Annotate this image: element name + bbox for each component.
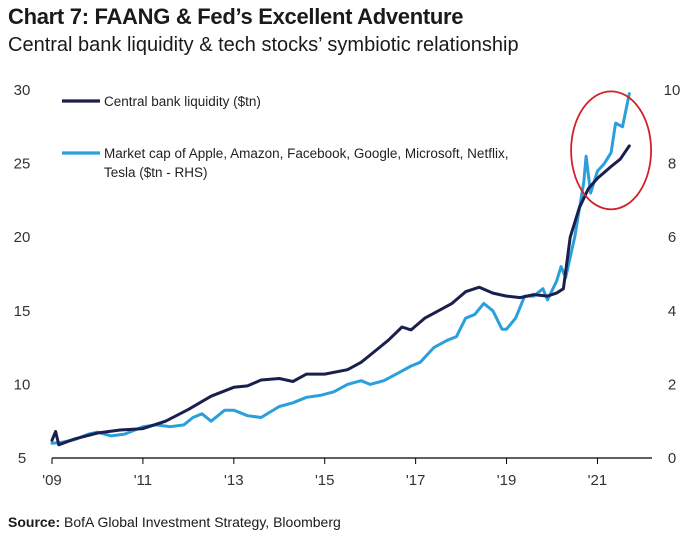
y-right-tick-label: 8	[668, 156, 676, 173]
y-left-tick-label: 15	[14, 303, 31, 320]
x-tick-label: '17	[406, 472, 426, 489]
source-note: Source: BofA Global Investment Strategy,…	[8, 514, 341, 530]
series-layer	[50, 90, 652, 447]
x-tick-label: '13	[224, 472, 244, 489]
y-right-tick-label: 4	[668, 303, 676, 320]
y-right-tick-label: 2	[668, 376, 676, 393]
chart-axes: '09 '11 '13 '15 '17 '19 '21 5 10 15 20 25 30 0 2 4 6 8 10	[14, 82, 681, 489]
legend-label-market-cap-line1: Market cap of Apple, Amazon, Facebook, G…	[104, 146, 508, 161]
y-right-tick-label: 0	[668, 450, 676, 467]
y-left-tick-label: 5	[18, 450, 26, 467]
x-tick-label: '11	[134, 472, 152, 489]
y-left-tick-label: 25	[14, 156, 31, 173]
x-tick-label: '19	[497, 472, 517, 489]
chart-legend: Central bank liquidity ($tn) Market cap o…	[62, 94, 508, 180]
series-line-liquidity	[50, 144, 631, 447]
chart-title: Chart 7: FAANG & Fed’s Excellent Adventu…	[8, 4, 464, 29]
y-left-tick-label: 20	[14, 229, 31, 246]
y-right-tick-label: 6	[668, 229, 676, 246]
x-tick-label: '09	[42, 472, 62, 489]
legend-label-liquidity: Central bank liquidity ($tn)	[104, 94, 261, 109]
series-line-market-cap	[50, 92, 631, 445]
y-left-tick-label: 30	[14, 82, 31, 99]
y-left-tick-label: 10	[14, 376, 31, 393]
y-right-tick-label: 10	[664, 82, 681, 99]
highlight-circle	[570, 90, 652, 211]
x-tick-label: '21	[588, 472, 608, 489]
legend-label-market-cap-line2: Tesla ($tn - RHS)	[104, 165, 208, 180]
source-label: Source:	[8, 514, 61, 530]
chart-subtitle: Central bank liquidity & tech stocks’ sy…	[8, 34, 519, 56]
x-tick-label: '15	[315, 472, 335, 489]
source-text: BofA Global Investment Strategy, Bloombe…	[64, 514, 341, 530]
